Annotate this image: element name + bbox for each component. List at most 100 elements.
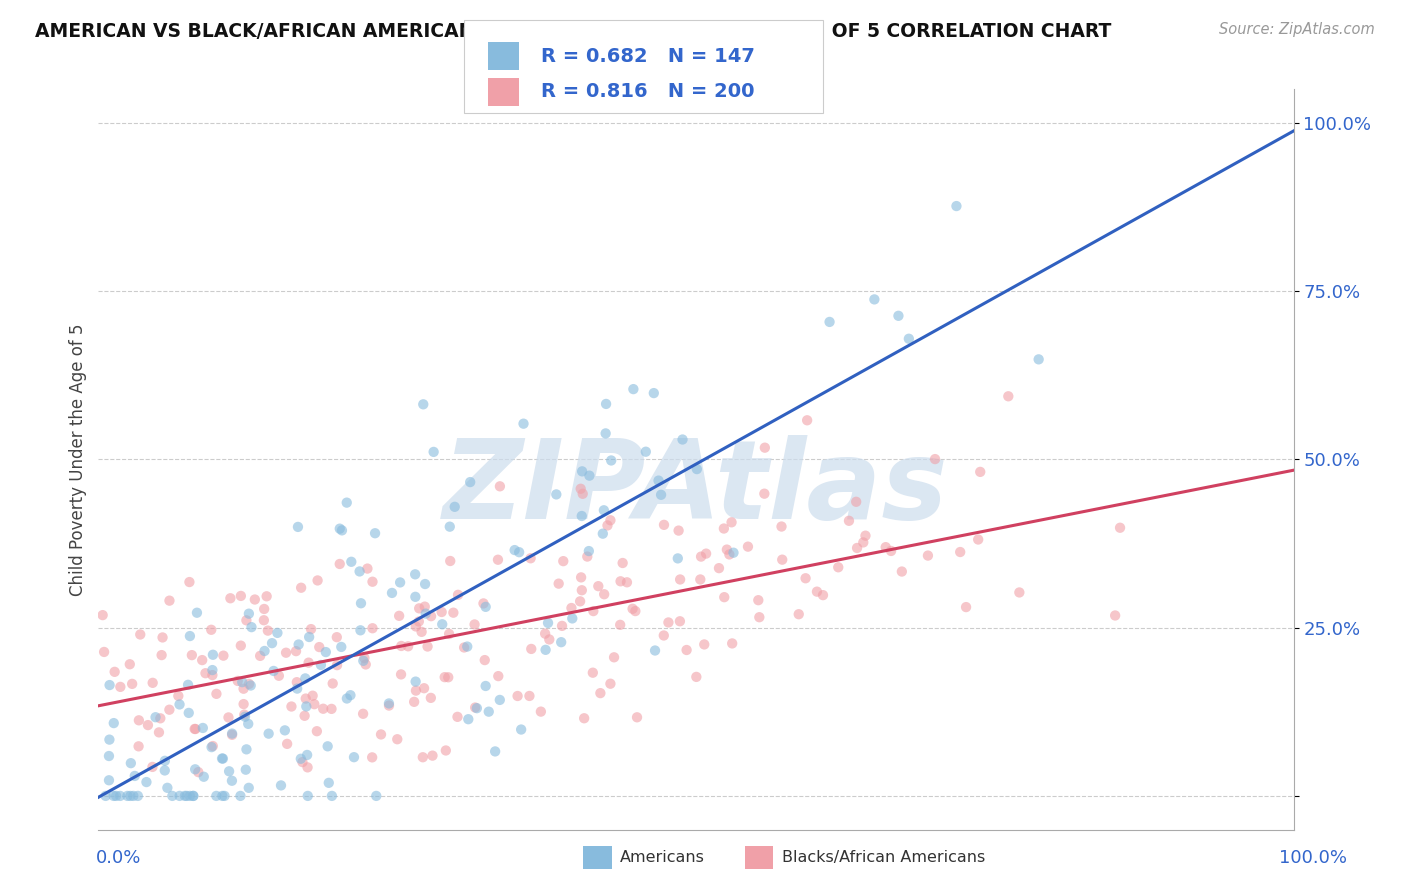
Point: [229, 639, 252, 653]
Point: [512, 417, 534, 431]
Point: [366, 789, 388, 803]
Point: [589, 686, 612, 700]
Point: [413, 599, 436, 614]
Point: [184, 722, 207, 736]
Point: [326, 658, 349, 673]
Point: [218, 764, 240, 779]
Point: [439, 554, 461, 568]
Point: [214, 789, 236, 803]
Point: [187, 765, 209, 780]
Point: [415, 607, 437, 621]
Point: [233, 707, 256, 722]
Point: [97, 749, 120, 764]
Point: [413, 681, 436, 696]
Point: [924, 452, 946, 467]
Point: [180, 648, 202, 662]
Point: [550, 635, 572, 649]
Point: [412, 750, 434, 764]
Point: [169, 789, 191, 803]
Point: [420, 609, 443, 624]
Point: [120, 789, 142, 803]
Point: [177, 678, 200, 692]
Point: [103, 716, 125, 731]
Point: [191, 721, 214, 735]
Point: [117, 789, 139, 803]
Point: [91, 608, 114, 623]
Point: [315, 645, 337, 659]
Point: [666, 551, 689, 566]
Point: [211, 751, 233, 765]
Point: [295, 747, 318, 762]
Point: [464, 700, 486, 714]
Point: [582, 604, 605, 618]
Point: [754, 486, 776, 500]
Point: [413, 577, 436, 591]
Point: [181, 789, 204, 803]
Point: [634, 444, 657, 458]
Point: [336, 691, 359, 706]
Point: [443, 500, 465, 514]
Point: [465, 701, 488, 715]
Point: [897, 332, 920, 346]
Point: [720, 516, 742, 530]
Point: [396, 640, 419, 654]
Point: [339, 688, 361, 702]
Point: [235, 763, 257, 777]
Point: [186, 606, 208, 620]
Point: [685, 670, 707, 684]
Point: [578, 468, 600, 483]
Point: [343, 750, 366, 764]
Point: [405, 683, 427, 698]
Point: [179, 575, 201, 590]
Point: [238, 607, 260, 621]
Point: [321, 702, 343, 716]
Point: [309, 657, 332, 672]
Point: [361, 574, 384, 589]
Point: [569, 594, 592, 608]
Point: [270, 779, 292, 793]
Text: Blacks/African Americans: Blacks/African Americans: [782, 850, 986, 864]
Point: [572, 711, 595, 725]
Point: [312, 702, 335, 716]
Point: [600, 453, 623, 467]
Point: [173, 789, 195, 803]
Point: [219, 591, 242, 606]
Point: [650, 488, 672, 502]
Point: [135, 775, 157, 789]
Point: [330, 640, 353, 654]
Point: [211, 789, 233, 803]
Point: [593, 587, 616, 601]
Point: [370, 727, 392, 741]
Point: [260, 636, 283, 650]
Point: [142, 676, 165, 690]
Point: [721, 636, 744, 650]
Point: [456, 640, 478, 654]
Point: [98, 678, 121, 692]
Point: [689, 573, 711, 587]
Point: [695, 547, 717, 561]
Point: [103, 789, 125, 803]
Point: [806, 584, 828, 599]
Point: [949, 545, 972, 559]
Point: [405, 674, 427, 689]
Point: [267, 669, 290, 683]
Point: [713, 522, 735, 536]
Point: [179, 789, 201, 803]
Point: [150, 648, 173, 662]
Point: [93, 645, 115, 659]
Text: ZIPAtlas: ZIPAtlas: [443, 435, 949, 542]
Point: [141, 760, 163, 774]
Point: [285, 644, 308, 658]
Point: [626, 710, 648, 724]
Point: [486, 553, 509, 567]
Point: [464, 617, 486, 632]
Point: [737, 540, 759, 554]
Point: [519, 551, 541, 566]
Point: [599, 677, 621, 691]
Point: [301, 689, 323, 703]
Point: [233, 709, 256, 723]
Point: [503, 543, 526, 558]
Point: [181, 789, 204, 803]
Point: [1028, 352, 1050, 367]
Point: [422, 445, 444, 459]
